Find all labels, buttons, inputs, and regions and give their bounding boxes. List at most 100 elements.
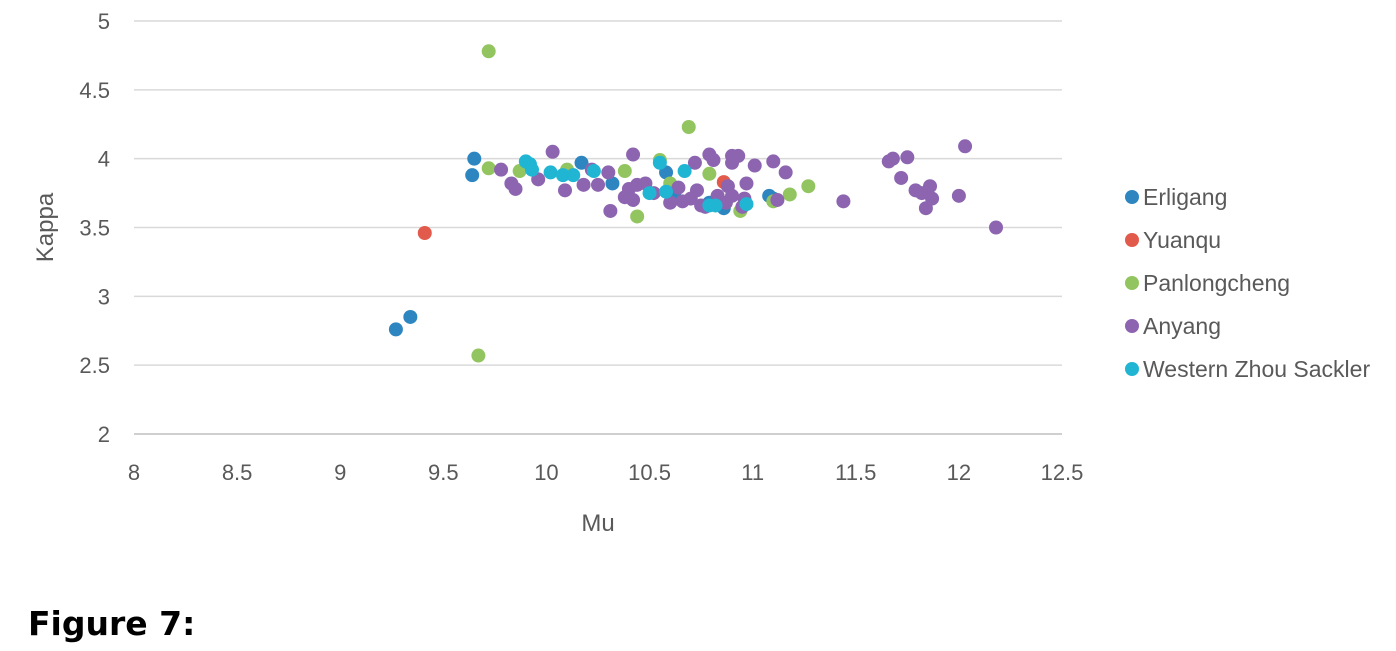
- data-point: [630, 209, 645, 224]
- x-tick-label: 11: [741, 460, 764, 485]
- data-point: [642, 186, 657, 201]
- x-axis-ticks: 8 8.5 9 9.5 10 10.5 11 11.5 12 12.5: [128, 460, 1084, 485]
- data-point: [626, 192, 641, 207]
- data-point: [403, 309, 418, 324]
- data-point: [481, 44, 496, 59]
- data-point: [601, 165, 616, 180]
- data-point: [525, 162, 540, 177]
- legend-marker: [1125, 233, 1139, 247]
- data-points: [388, 44, 1004, 363]
- data-point: [605, 176, 620, 191]
- gridlines: [134, 20, 1062, 366]
- data-point: [801, 179, 816, 194]
- legend-label: Panlongcheng: [1143, 270, 1290, 296]
- data-point: [923, 179, 938, 194]
- legend-marker: [1125, 362, 1139, 376]
- x-tick-label: 12: [947, 460, 971, 485]
- y-tick-label: 3.5: [79, 216, 110, 241]
- y-axis-ticks: 2 2.5 3 3.5 4 4.5 5: [79, 9, 110, 447]
- data-point: [417, 226, 432, 241]
- legend-label: Erligang: [1143, 184, 1227, 210]
- series-western-zhou-sackler: [518, 154, 754, 213]
- legend-item: Yuanqu: [1125, 227, 1221, 253]
- data-point: [481, 161, 496, 176]
- data-point: [558, 183, 573, 198]
- data-point: [591, 177, 605, 192]
- legend-label: Yuanqu: [1143, 227, 1221, 253]
- y-axis-title: Kappa: [32, 192, 59, 262]
- data-point: [739, 197, 754, 212]
- y-tick-label: 4: [98, 147, 110, 172]
- data-point: [543, 165, 558, 180]
- data-point: [566, 168, 581, 183]
- legend-marker: [1125, 319, 1139, 333]
- x-tick-label: 8.5: [222, 460, 253, 485]
- series-panlongcheng: [471, 44, 816, 363]
- data-point: [471, 348, 486, 363]
- data-point: [687, 155, 702, 170]
- data-point: [782, 187, 797, 202]
- x-axis-title: Mu: [581, 510, 614, 537]
- data-point: [659, 184, 674, 199]
- data-point: [574, 155, 589, 170]
- data-point: [778, 165, 793, 180]
- y-tick-label: 4.5: [79, 78, 110, 103]
- legend-label: Anyang: [1143, 313, 1221, 339]
- data-point: [894, 170, 909, 185]
- data-point: [555, 168, 570, 183]
- data-point: [689, 183, 704, 198]
- legend-item: Western Zhou Sackler: [1125, 356, 1370, 382]
- data-point: [545, 144, 560, 159]
- series-anyang: [494, 139, 1004, 235]
- data-point: [467, 151, 482, 166]
- y-tick-label: 2: [98, 422, 110, 447]
- x-tick-label: 12.5: [1041, 460, 1084, 485]
- data-point: [725, 188, 740, 203]
- legend-item: Anyang: [1125, 313, 1221, 339]
- data-point: [708, 198, 723, 213]
- data-point: [989, 220, 1004, 235]
- data-point: [739, 176, 754, 191]
- data-point: [671, 180, 686, 195]
- legend-marker: [1125, 276, 1139, 290]
- data-point: [766, 154, 781, 169]
- data-point: [958, 139, 973, 154]
- x-tick-label: 10: [534, 460, 558, 485]
- data-point: [706, 153, 721, 168]
- data-point: [494, 162, 509, 177]
- x-tick-label: 8: [128, 460, 140, 485]
- data-point: [885, 151, 900, 166]
- legend-marker: [1125, 190, 1139, 204]
- data-point: [508, 181, 523, 196]
- data-point: [925, 191, 940, 206]
- data-point: [836, 194, 851, 209]
- figure-caption: Figure 7:: [28, 604, 196, 643]
- legend-label: Western Zhou Sackler: [1143, 356, 1370, 382]
- data-point: [900, 150, 915, 165]
- data-point: [388, 322, 403, 337]
- x-tick-label: 9.5: [428, 460, 459, 485]
- data-point: [681, 120, 696, 135]
- legend-item: Erligang: [1125, 184, 1227, 210]
- legend-item: Panlongcheng: [1125, 270, 1290, 296]
- data-point: [576, 177, 591, 192]
- y-tick-label: 2.5: [79, 353, 110, 378]
- data-point: [465, 168, 480, 183]
- data-point: [747, 158, 762, 173]
- data-point: [663, 195, 678, 210]
- data-point: [617, 164, 632, 179]
- data-point: [652, 155, 667, 170]
- data-point: [586, 164, 601, 179]
- data-point: [702, 166, 717, 181]
- x-tick-label: 9: [334, 460, 346, 485]
- data-point: [951, 188, 966, 203]
- y-tick-label: 5: [98, 9, 110, 34]
- data-point: [770, 192, 785, 207]
- y-tick-label: 3: [98, 284, 110, 309]
- data-point: [603, 203, 618, 218]
- x-tick-label: 11.5: [835, 460, 876, 485]
- data-point: [677, 164, 692, 179]
- scatter-chart: 2 2.5 3 3.5 4 4.5 5 8 8.5 9 9.5 10 10.5 11 11.5 12 12.5…: [32, 9, 1370, 537]
- data-point: [626, 147, 641, 162]
- data-point: [731, 148, 746, 163]
